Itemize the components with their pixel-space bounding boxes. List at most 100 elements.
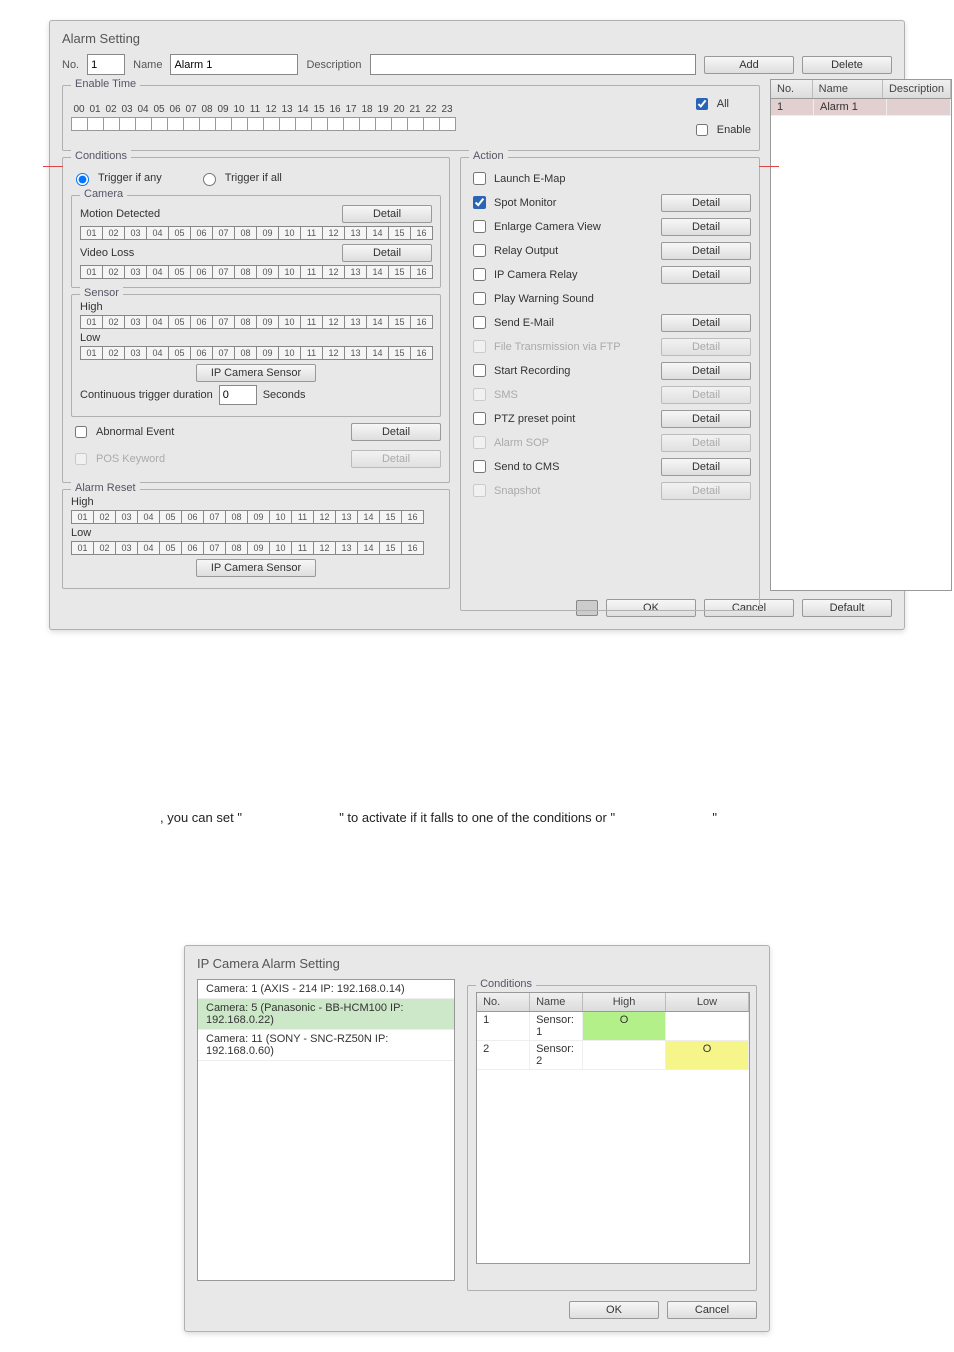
sensor-grid-high[interactable]: 01020304050607080910111213141516	[80, 315, 432, 329]
enlarge-cam-detail-button[interactable]: Detail	[661, 218, 751, 236]
delete-button[interactable]: Delete	[802, 56, 892, 74]
play-warning-checkbox[interactable]	[473, 292, 486, 305]
hour-cells[interactable]	[71, 117, 684, 131]
table-row[interactable]: 2Sensor: 2O	[477, 1041, 749, 1070]
alarm-sop-detail-button: Detail	[661, 434, 751, 452]
description-input[interactable]	[370, 54, 697, 75]
relay-output-label: Relay Output	[494, 245, 558, 257]
alarm-sop-checkbox	[473, 436, 486, 449]
spot-monitor-detail-button[interactable]: Detail	[661, 194, 751, 212]
reset-high-label: High	[71, 496, 441, 508]
ip-col-high: High	[583, 993, 666, 1011]
name-label: Name	[133, 59, 162, 71]
ptz-preset-detail-button[interactable]: Detail	[661, 410, 751, 428]
list-item[interactable]: Camera: 1 (AXIS - 214 IP: 192.168.0.14)	[198, 980, 454, 999]
sensor-high-label: High	[80, 301, 432, 313]
file-ftp-label: File Transmission via FTP	[494, 341, 621, 353]
cell-desc	[887, 99, 951, 115]
sensor-grid-low[interactable]: 01020304050607080910111213141516	[80, 346, 432, 360]
ip-cam-relay-checkbox[interactable]	[473, 268, 486, 281]
snapshot-label: Snapshot	[494, 485, 540, 497]
sensor-fieldset: Sensor High 0102030405060708091011121314…	[71, 294, 441, 417]
trigger-all-radio[interactable]	[203, 173, 216, 186]
ip-camera-alarm-window: IP Camera Alarm Setting Camera: 1 (AXIS …	[184, 945, 770, 1332]
launch-emap-label: Launch E-Map	[494, 173, 566, 185]
trigger-any-label: Trigger if any	[98, 172, 162, 184]
table-row[interactable]: 1 Alarm 1	[771, 99, 951, 116]
default-button[interactable]: Default	[802, 599, 892, 617]
start-recording-checkbox[interactable]	[473, 364, 486, 377]
ip-ok-button[interactable]: OK	[569, 1301, 659, 1319]
start-recording-label: Start Recording	[494, 365, 570, 377]
list-item[interactable]: Camera: 5 (Panasonic - BB-HCM100 IP: 192…	[198, 999, 454, 1030]
ip-conditions-table: No. Name High Low 1Sensor: 1O2Sensor: 2O	[476, 992, 750, 1264]
no-input[interactable]	[87, 54, 125, 75]
abnormal-event-label: Abnormal Event	[96, 426, 174, 438]
list-item[interactable]: Camera: 11 (SONY - SNC-RZ50N IP: 192.168…	[198, 1030, 454, 1061]
camera-grid-1[interactable]: 01020304050607080910111213141516	[80, 226, 432, 240]
enable-checkbox[interactable]	[696, 124, 708, 136]
mid-sentence: , you can set " " to activate if it fall…	[20, 810, 934, 825]
alarm-reset-fieldset: Alarm Reset High 01020304050607080910111…	[62, 489, 450, 589]
send-cms-checkbox[interactable]	[473, 460, 486, 473]
enlarge-cam-checkbox[interactable]	[473, 220, 486, 233]
abnormal-event-checkbox[interactable]	[75, 426, 87, 438]
top-row: No. Name Description Add Delete	[62, 54, 892, 75]
alarm-reset-legend: Alarm Reset	[71, 482, 140, 494]
seconds-label: Seconds	[263, 389, 306, 401]
abnormal-detail-button[interactable]: Detail	[351, 423, 441, 441]
ptz-preset-checkbox[interactable]	[473, 412, 486, 425]
motion-detail-button[interactable]: Detail	[342, 205, 432, 223]
send-cms-label: Send to CMS	[494, 461, 559, 473]
enable-time-legend: Enable Time	[71, 78, 140, 90]
trigger-any-radio[interactable]	[76, 173, 89, 186]
conditions-legend: Conditions	[71, 150, 131, 162]
sms-label: SMS	[494, 389, 518, 401]
table-row[interactable]: 1Sensor: 1O	[477, 1012, 749, 1041]
reset-low-label: Low	[71, 527, 441, 539]
pos-keyword-checkbox	[75, 453, 87, 465]
enable-label: Enable	[717, 124, 751, 136]
ip-col-low: Low	[666, 993, 749, 1011]
name-input[interactable]	[170, 54, 298, 75]
sensor-legend: Sensor	[80, 287, 123, 299]
conditions-fieldset: Conditions Trigger if any Trigger if all…	[62, 157, 450, 483]
motion-detected-label: Motion Detected	[80, 208, 160, 220]
spot-monitor-checkbox[interactable]	[473, 196, 486, 209]
ip-conditions-fieldset: Conditions No. Name High Low 1Sensor: 1O…	[467, 985, 757, 1291]
relay-output-checkbox[interactable]	[473, 244, 486, 257]
sms-checkbox	[473, 388, 486, 401]
hour-labels: 0001020304050607080910111213141516171819…	[71, 104, 684, 115]
enable-time-fieldset: Enable Time 0001020304050607080910111213…	[62, 85, 760, 151]
launch-emap-checkbox[interactable]	[473, 172, 486, 185]
window-title: Alarm Setting	[62, 29, 892, 48]
reset-ip-camera-sensor-button[interactable]: IP Camera Sensor	[196, 559, 316, 577]
ip-camera-sensor-button[interactable]: IP Camera Sensor	[196, 364, 316, 382]
send-email-label: Send E-Mail	[494, 317, 554, 329]
videoloss-detail-button[interactable]: Detail	[342, 244, 432, 262]
video-loss-label: Video Loss	[80, 247, 134, 259]
reset-grid-high[interactable]: 01020304050607080910111213141516	[71, 510, 441, 524]
col-name: Name	[813, 80, 883, 98]
send-email-checkbox[interactable]	[473, 316, 486, 329]
start-recording-detail-button[interactable]: Detail	[661, 362, 751, 380]
snapshot-detail-button: Detail	[661, 482, 751, 500]
ip-cancel-button[interactable]: Cancel	[667, 1301, 757, 1319]
add-button[interactable]: Add	[704, 56, 794, 74]
play-warning-label: Play Warning Sound	[494, 293, 594, 305]
ip-cam-relay-detail-button[interactable]: Detail	[661, 266, 751, 284]
camera-grid-2[interactable]: 01020304050607080910111213141516	[80, 265, 432, 279]
send-email-detail-button[interactable]: Detail	[661, 314, 751, 332]
reset-grid-low[interactable]: 01020304050607080910111213141516	[71, 541, 441, 555]
all-checkbox[interactable]	[696, 98, 708, 110]
file-ftp-detail-button: Detail	[661, 338, 751, 356]
trigger-all-label: Trigger if all	[225, 172, 282, 184]
camera-list[interactable]: Camera: 1 (AXIS - 214 IP: 192.168.0.14)C…	[197, 979, 455, 1281]
send-cms-detail-button[interactable]: Detail	[661, 458, 751, 476]
col-desc: Description	[883, 80, 951, 98]
file-ftp-checkbox	[473, 340, 486, 353]
action-fieldset: Action Launch E-Map Spot MonitorDetail E…	[460, 157, 760, 611]
cont-trigger-input[interactable]	[219, 385, 257, 405]
cell-name: Alarm 1	[814, 99, 887, 115]
relay-output-detail-button[interactable]: Detail	[661, 242, 751, 260]
